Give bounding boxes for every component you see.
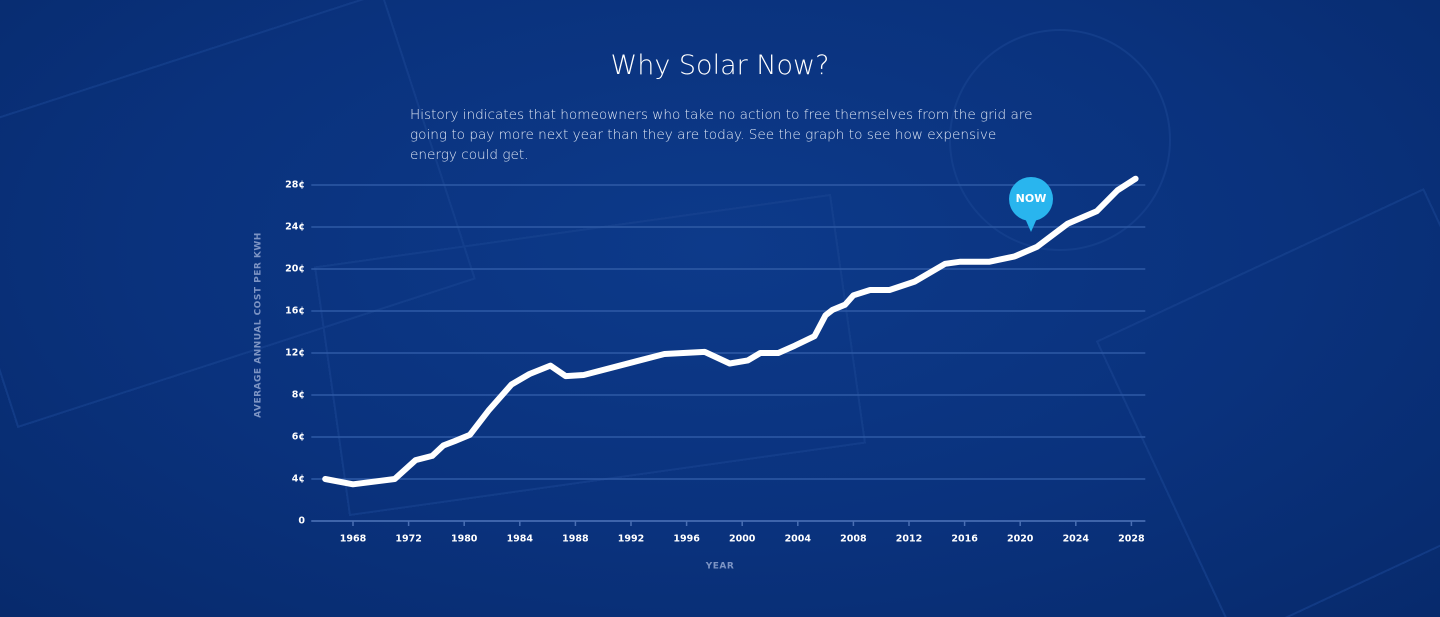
- y-tick-label: 28¢: [285, 180, 305, 191]
- y-tick-label: 16¢: [285, 306, 305, 317]
- x-axis-title: YEAR: [705, 562, 735, 572]
- y-axis-title: AVERAGE ANNUAL COST PER KWH: [254, 232, 264, 418]
- x-tick-label: 1992: [618, 534, 644, 545]
- x-tick-label: 2012: [896, 534, 922, 545]
- subtitle: History indicates that homeowners who ta…: [410, 107, 1033, 163]
- x-tick-label: 1968: [340, 534, 367, 545]
- now-marker: NOW: [1009, 177, 1053, 232]
- x-tick-label: 2024: [1063, 534, 1090, 545]
- grid: [311, 184, 1146, 526]
- now-pin: [1009, 177, 1053, 221]
- y-tick-label: 8¢: [292, 390, 305, 401]
- annotation: NOW: [1016, 192, 1047, 205]
- x-tick-label: 2028: [1118, 534, 1145, 545]
- line-series: [322, 175, 1139, 488]
- y-tick-label: 4¢: [292, 474, 305, 485]
- x-tick-label: 1972: [395, 534, 421, 545]
- x-tick-label: 2000: [729, 534, 756, 545]
- y-tick-label: 24¢: [285, 222, 305, 233]
- x-tick-label: 1988: [562, 534, 589, 545]
- x-tick-label: 1984: [507, 534, 534, 545]
- now-pin-tip: [1024, 216, 1038, 232]
- x-tick-label: 1980: [451, 534, 478, 545]
- x-tick-label: 2008: [840, 534, 867, 545]
- x-tick-label: 2004: [785, 534, 812, 545]
- title: Why Solar Now?: [610, 50, 830, 81]
- y-tick-label: 12¢: [285, 348, 305, 359]
- x-tick-label: 2020: [1007, 534, 1034, 545]
- y-tick-label: 20¢: [285, 264, 305, 275]
- y-tick-label: 6¢: [292, 432, 305, 443]
- x-tick-label: 2016: [951, 534, 978, 545]
- y-tick-label: 0: [298, 516, 305, 527]
- x-tick-label: 1996: [673, 534, 700, 545]
